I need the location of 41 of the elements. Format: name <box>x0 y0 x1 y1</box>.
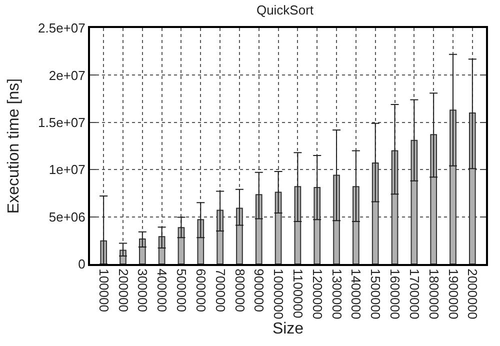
x-tick-label: 1300000 <box>329 268 344 320</box>
x-tick-label: 100000 <box>96 268 112 312</box>
bar <box>255 194 262 264</box>
bar <box>314 187 321 264</box>
x-tick-label: 1800000 <box>426 268 442 320</box>
x-tick-label: 600000 <box>193 268 208 312</box>
x-axis-title: Size <box>272 320 304 338</box>
x-tick-label: 700000 <box>212 268 228 312</box>
bar <box>352 186 360 264</box>
x-tick-label: 200000 <box>116 268 131 312</box>
x-tick-label: 800000 <box>232 268 248 312</box>
x-tick-label: 300000 <box>135 268 150 312</box>
bar <box>430 134 437 264</box>
bar <box>372 162 379 264</box>
x-tick-label: 500000 <box>174 268 190 312</box>
x-tick-label: 1600000 <box>388 268 403 320</box>
y-tick-label: 1.5e+07 <box>38 114 86 130</box>
bar <box>410 140 418 264</box>
y-tick-label: 0 <box>78 256 86 272</box>
y-tick-label: 2e+07 <box>48 68 86 83</box>
y-axis-title: Execution time [ns] <box>5 78 22 214</box>
x-tick-label: 1400000 <box>348 268 364 320</box>
bar <box>216 210 224 264</box>
y-tick-label: 1e+07 <box>48 162 86 178</box>
bar <box>274 192 282 264</box>
x-tick-label: 1100000 <box>290 268 306 318</box>
x-tick-label: 1200000 <box>310 268 325 320</box>
x-tick-label: 400000 <box>154 268 170 312</box>
bar <box>450 110 456 264</box>
bar <box>469 112 476 264</box>
y-tick-label: 2.5e+07 <box>38 20 86 36</box>
x-tick-label: 2000000 <box>465 268 480 320</box>
x-tick-label: 1700000 <box>406 268 422 320</box>
bar <box>197 219 204 264</box>
x-tick-label: 900000 <box>252 268 267 312</box>
bar <box>236 208 243 264</box>
x-tick-label: 1500000 <box>368 268 384 320</box>
x-tick-label: 1000000 <box>271 268 286 320</box>
chart-title: QuickSort <box>256 2 314 18</box>
y-tick-label: 5e+06 <box>48 209 86 224</box>
x-tick-label: 1900000 <box>446 268 461 320</box>
